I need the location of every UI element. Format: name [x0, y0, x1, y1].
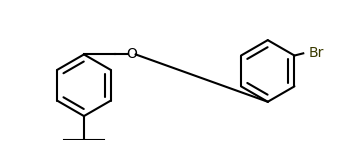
Text: O: O [126, 47, 137, 61]
Text: Br: Br [309, 46, 324, 60]
